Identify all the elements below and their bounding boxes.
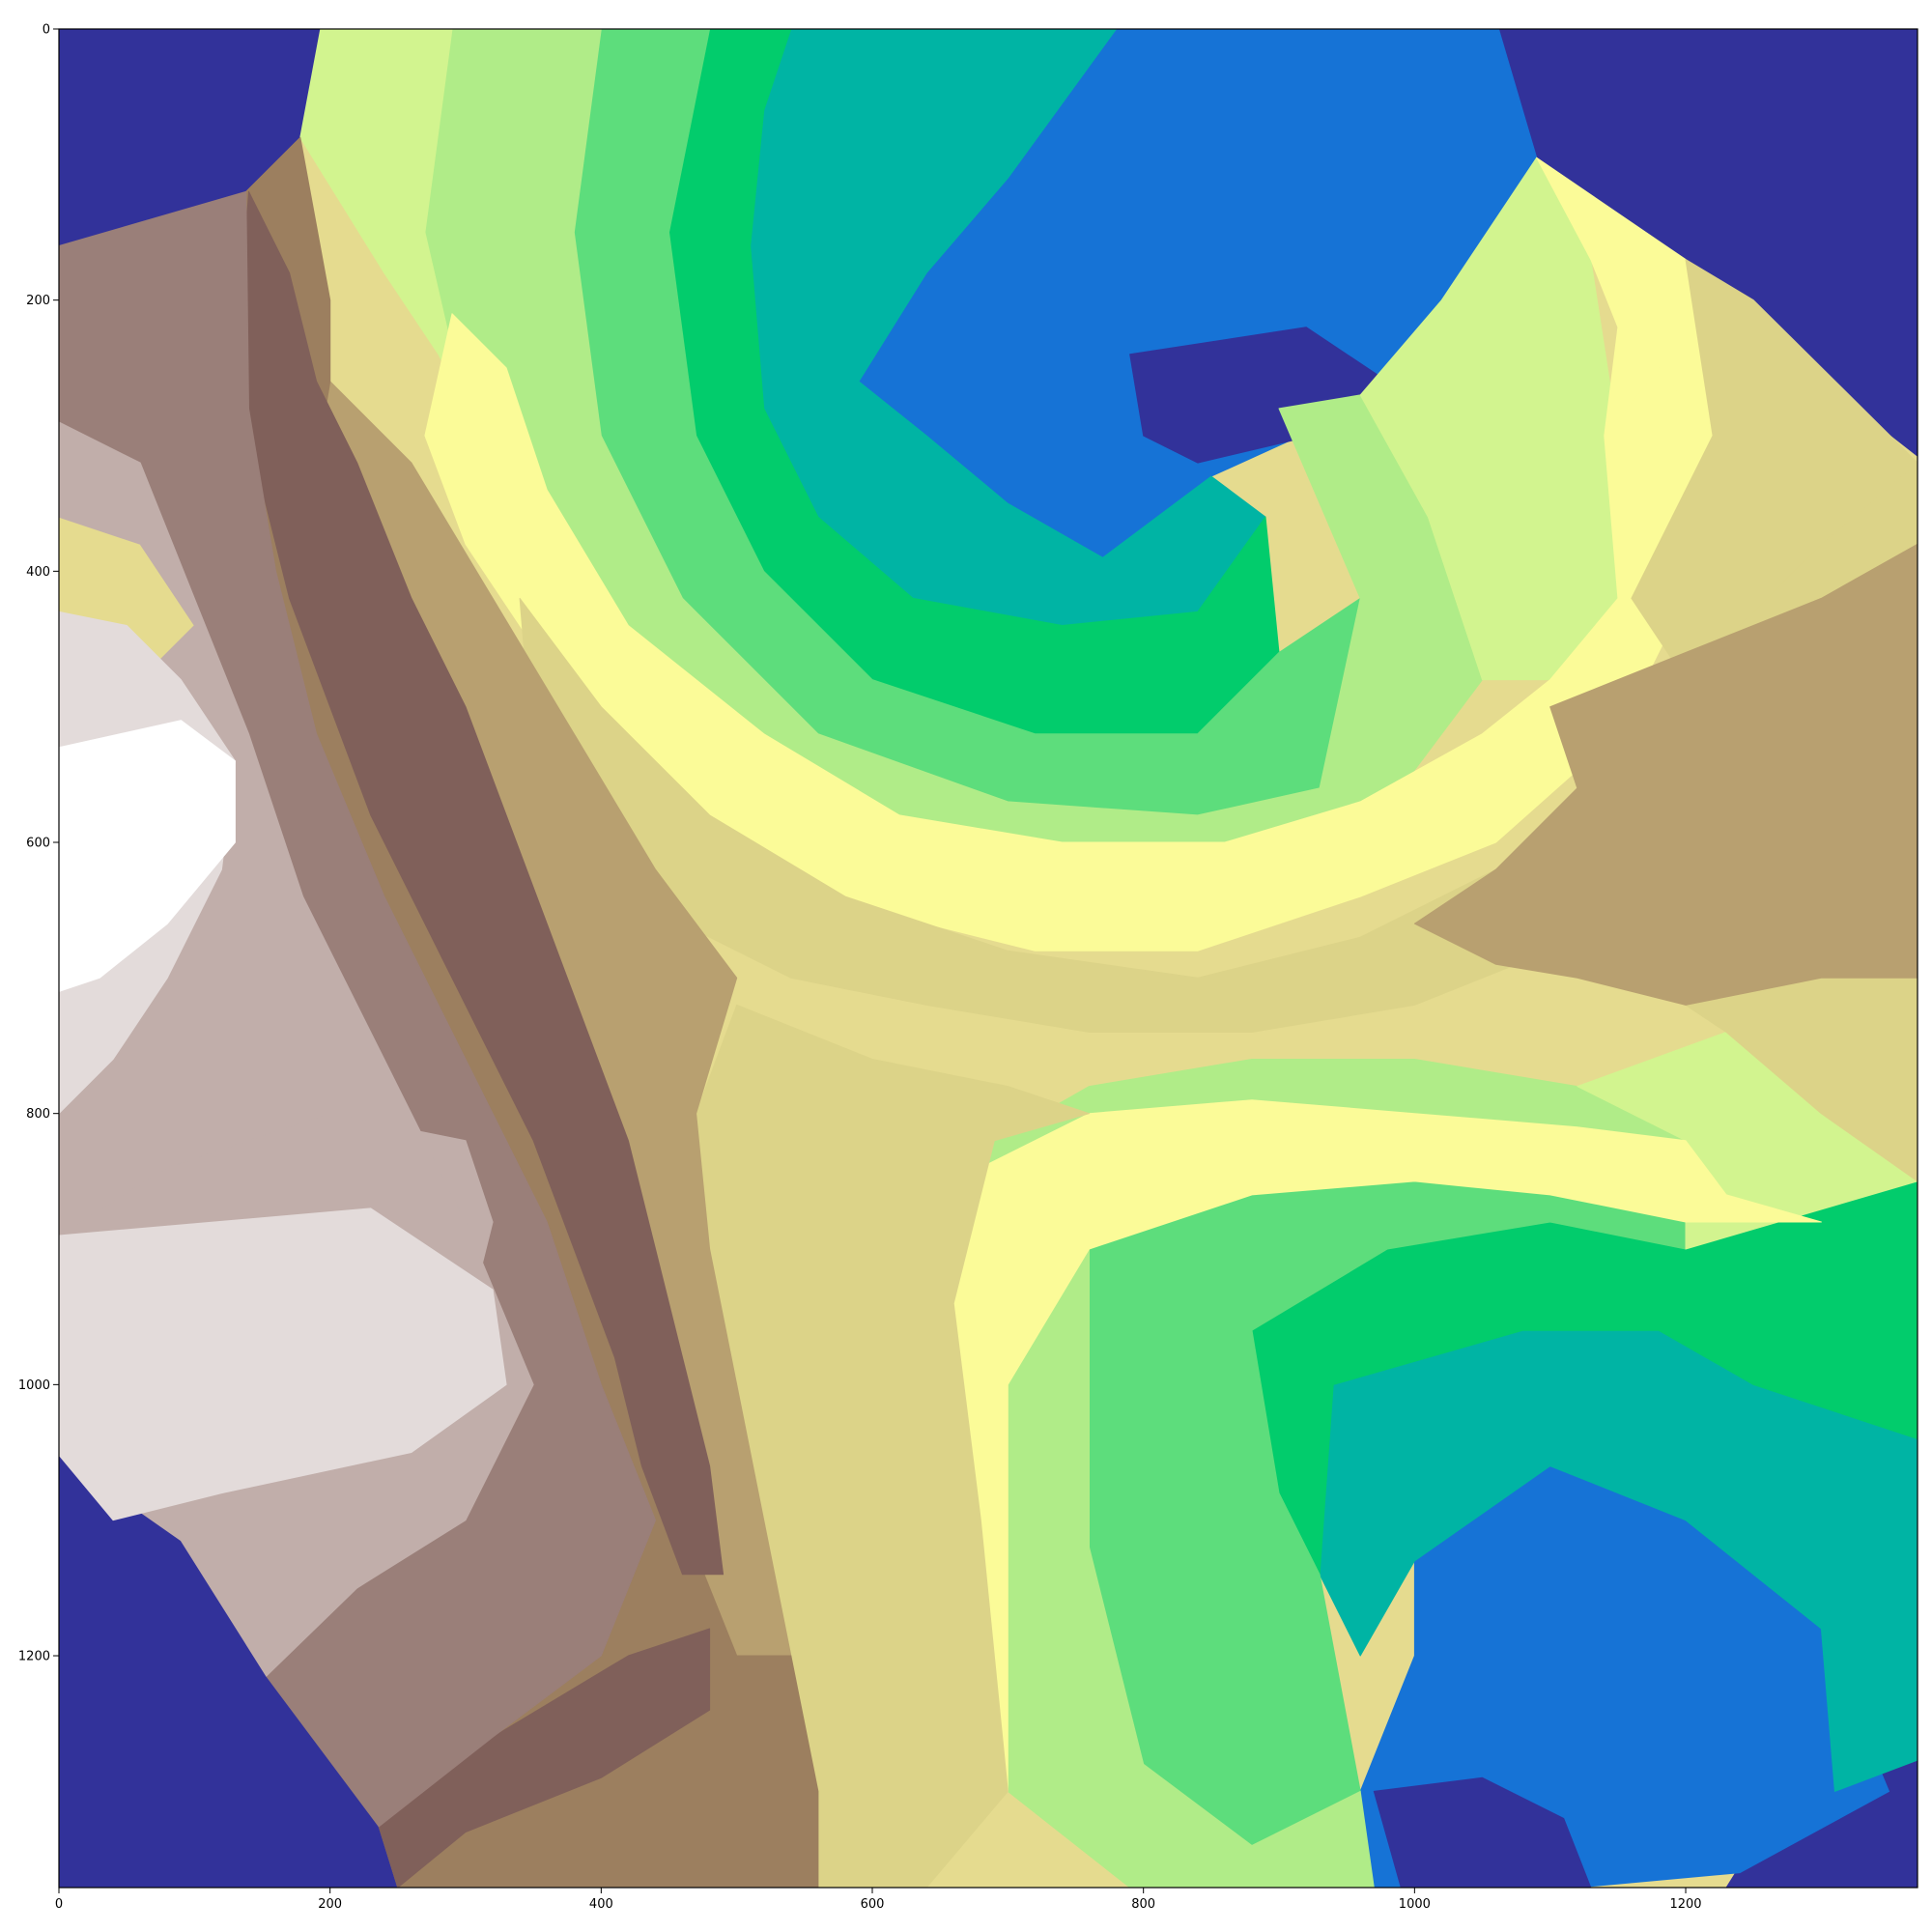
x-tick-label: 600 (861, 1897, 885, 1912)
y-axis: 0 200 400 600 800 1000 1200 (18, 23, 59, 1664)
y-tick-label: 0 (43, 23, 50, 38)
y-tick-label: 200 (26, 294, 50, 308)
terrain-regions (59, 29, 1918, 1888)
terrain-region-light-gray (59, 1208, 507, 1521)
y-tick-label: 600 (26, 837, 50, 851)
y-tick-label: 400 (26, 565, 50, 580)
y-tick-label: 1200 (18, 1650, 50, 1664)
terrain-region-snow (59, 720, 236, 992)
y-tick-label: 1000 (18, 1378, 50, 1393)
y-tick-label: 800 (26, 1107, 50, 1122)
x-tick-label: 200 (318, 1897, 342, 1912)
terrain-region-dark-brown (378, 1628, 711, 1888)
x-tick-label: 1200 (1669, 1897, 1701, 1912)
terrain-region-dark-brown (234, 190, 724, 1576)
x-tick-label: 400 (589, 1897, 613, 1912)
plot-area (59, 29, 1918, 1888)
terrain-region-deep-water (1373, 1776, 1592, 1888)
x-axis: 0 200 400 600 800 1000 1200 (55, 1888, 1702, 1912)
x-tick-label: 0 (55, 1897, 63, 1912)
plot-frame (58, 28, 1918, 1889)
terrain-region-tan (1413, 543, 1918, 1006)
x-tick-label: 800 (1131, 1897, 1155, 1912)
x-tick-label: 1000 (1399, 1897, 1431, 1912)
